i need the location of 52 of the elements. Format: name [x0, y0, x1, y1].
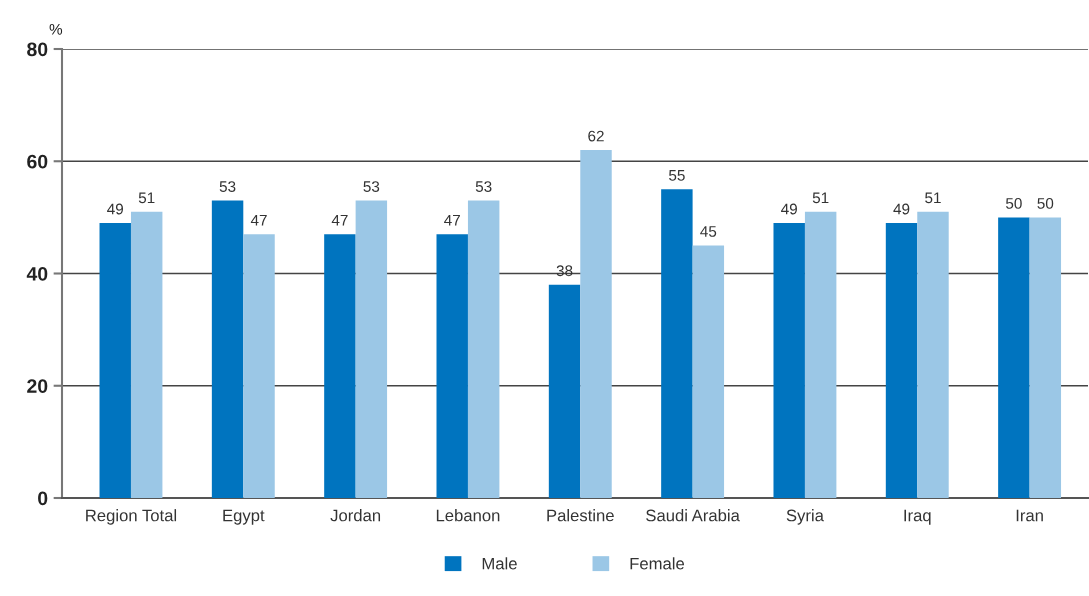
bar [243, 234, 275, 498]
y-tick-label: 0 [38, 491, 48, 506]
y-tick-label: 40 [26, 266, 48, 281]
y-tick-label: 20 [27, 379, 48, 393]
bar [692, 245, 725, 498]
bar [885, 222, 918, 498]
data-label: 49 [781, 203, 797, 215]
bar [998, 217, 1030, 498]
bar [467, 200, 500, 498]
bar [804, 211, 837, 498]
data-label: 51 [138, 192, 155, 204]
data-label: 50 [1037, 197, 1054, 209]
x-tick-label: Jordan [330, 509, 381, 522]
bar [324, 234, 356, 498]
data-label: 53 [475, 181, 492, 192]
bar [130, 211, 163, 498]
data-label: 53 [363, 181, 380, 192]
data-label: 51 [812, 192, 829, 204]
bar [211, 200, 244, 498]
x-tick-label: Palestine [547, 509, 614, 522]
data-label: 47 [331, 214, 348, 226]
y-tick-label: 60 [27, 154, 48, 169]
data-label: 47 [444, 214, 460, 226]
bar [917, 211, 949, 498]
data-label: 49 [107, 203, 124, 215]
data-label: 55 [669, 170, 685, 181]
x-tick-label: Iran [1016, 509, 1043, 522]
bar [1029, 217, 1062, 498]
bar [99, 222, 131, 498]
y-axis-title: % [49, 24, 63, 35]
y-tick-label: 80 [27, 42, 48, 57]
x-tick-label: Saudi Arabia [646, 509, 740, 522]
bar [548, 284, 581, 498]
x-tick-label: Syria [786, 509, 824, 525]
data-label: 49 [893, 203, 910, 215]
legend-label: Male [482, 557, 517, 570]
x-tick-label: Lebanon [436, 509, 500, 522]
bar [436, 234, 468, 498]
bar [661, 189, 693, 498]
bar [355, 200, 388, 498]
bar [773, 222, 805, 498]
x-tick-label: Region Total [86, 509, 177, 525]
x-tick-label: Egypt [223, 509, 265, 525]
data-label: 45 [700, 226, 717, 237]
data-label: 50 [1005, 197, 1022, 209]
data-label: 53 [219, 181, 236, 192]
legend-label: Female [630, 557, 685, 570]
x-tick-label: Iraq [904, 509, 931, 525]
data-label: 62 [588, 130, 604, 142]
bar [580, 150, 612, 498]
data-label: 47 [250, 214, 267, 226]
data-label: 51 [925, 192, 941, 204]
